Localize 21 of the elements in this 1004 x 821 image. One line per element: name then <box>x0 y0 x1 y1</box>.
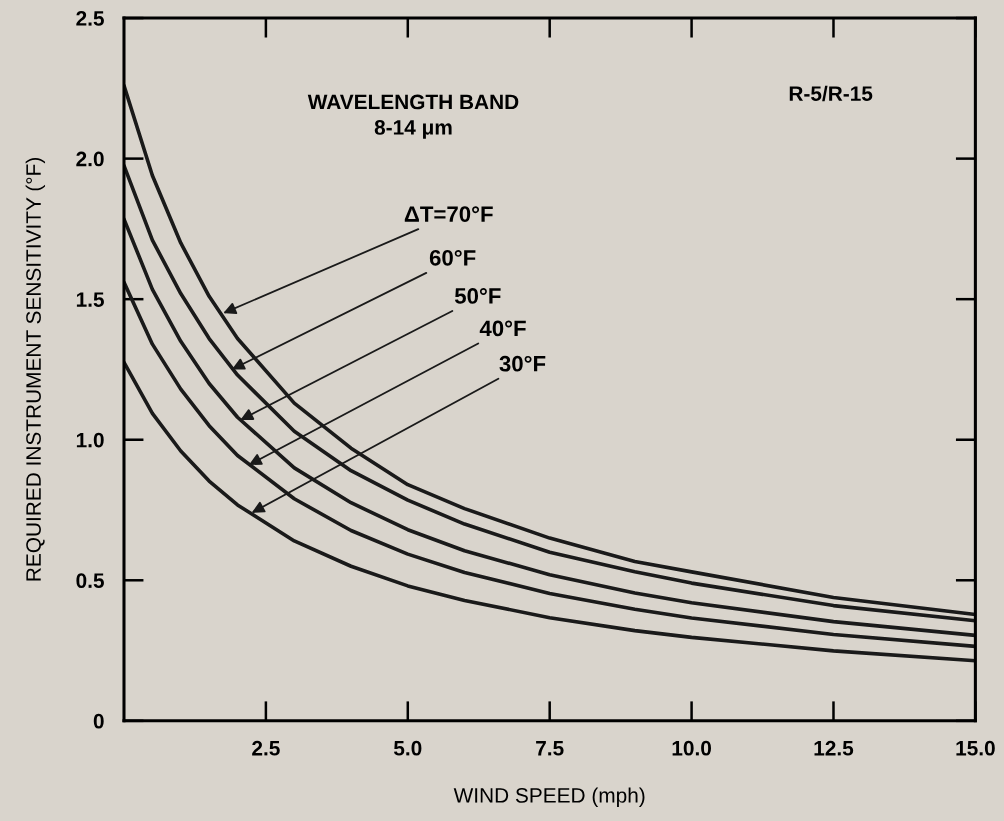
y-axis-title: REQUIRED INSTRUMENT SENSITIVITY (°F) <box>25 158 46 581</box>
annotation: 40°F <box>479 320 526 337</box>
annotation: ΔT=70°F <box>404 206 493 222</box>
x-axis-title: WIND SPEED (mph) <box>453 787 645 807</box>
annotation: 60°F <box>429 249 476 266</box>
y-tick-label: 2.5 <box>76 11 104 26</box>
annotation: R-5/R-15 <box>789 85 873 102</box>
annotation: 50°F <box>454 288 501 304</box>
y-tick-label: 1.0 <box>76 432 104 448</box>
x-tick-label: 15.0 <box>956 740 995 756</box>
y-tick-label: 1.5 <box>76 292 104 307</box>
x-tick-label: 12.5 <box>814 740 854 756</box>
annotation: 30°F <box>499 355 546 372</box>
x-tick-label: 5.0 <box>393 740 422 756</box>
annotation: WAVELENGTH BAND 8-14 μm <box>307 94 519 139</box>
y-tick-label: 2.0 <box>76 151 104 167</box>
y-tick-label: 0.5 <box>76 573 104 589</box>
x-tick-label: 10.0 <box>672 740 712 756</box>
y-tick-label: 0 <box>93 713 104 729</box>
x-tick-label: 2.5 <box>252 740 280 756</box>
x-tick-label: 7.5 <box>536 741 564 756</box>
